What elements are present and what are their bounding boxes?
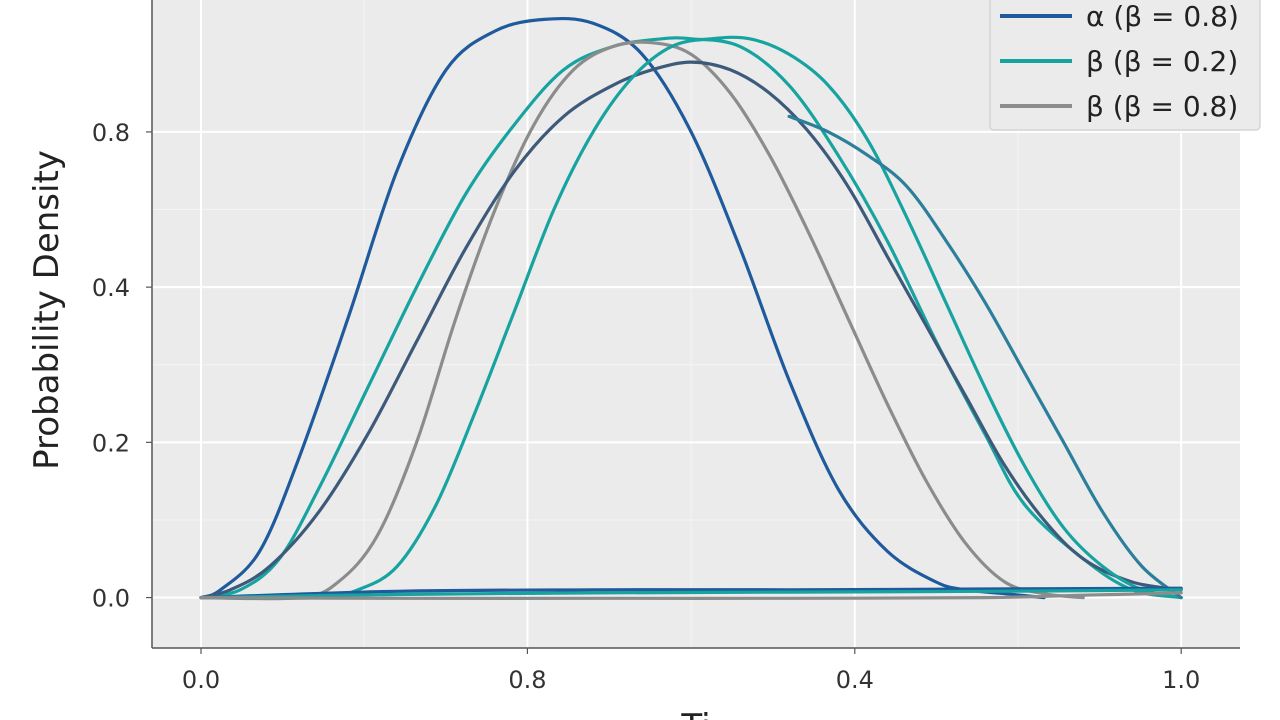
series-line-1 — [199, 16, 1046, 600]
legend-label: α (β = 0.8) — [1086, 0, 1239, 33]
legend-label: β (β = 0.8) — [1086, 90, 1238, 123]
legend: α (β = 0.8) β (β = 0.2) β (β = 0.8) — [989, 0, 1261, 131]
y-tick-label: 0.2 — [92, 429, 130, 457]
series-line-2 — [199, 36, 1183, 600]
x-tick-labels: 0.0 0.8 0.4 1.0 — [182, 648, 1200, 694]
x-axis-label: Ti — [680, 707, 710, 720]
series-line-8 — [199, 588, 1183, 600]
legend-items: α (β = 0.8) β (β = 0.2) β (β = 0.8) — [1000, 0, 1239, 123]
series-line-5 — [199, 35, 1183, 600]
x-tick-label: 0.0 — [182, 666, 220, 694]
y-tick-label: 0.0 — [92, 585, 130, 613]
legend-label: β (β = 0.2) — [1086, 45, 1238, 78]
x-tick-label: 1.0 — [1162, 666, 1200, 694]
series-line-7 — [199, 586, 1183, 600]
series-line-4 — [199, 60, 1183, 600]
y-tick-label: 0.8 — [92, 119, 130, 147]
x-tick-label: 0.4 — [836, 666, 874, 694]
series-lines — [199, 16, 1183, 601]
y-tick-label: 0.4 — [92, 274, 130, 302]
series-line-9 — [199, 591, 1183, 600]
y-tick-labels: 0.0 0.2 0.4 0.8 — [92, 119, 152, 613]
x-tick-label: 0.8 — [508, 666, 546, 694]
legend-box — [989, 0, 1261, 131]
y-axis-label: Probability Density — [27, 150, 67, 470]
series-line-3 — [199, 40, 1085, 601]
series-line-6 — [787, 114, 1183, 600]
